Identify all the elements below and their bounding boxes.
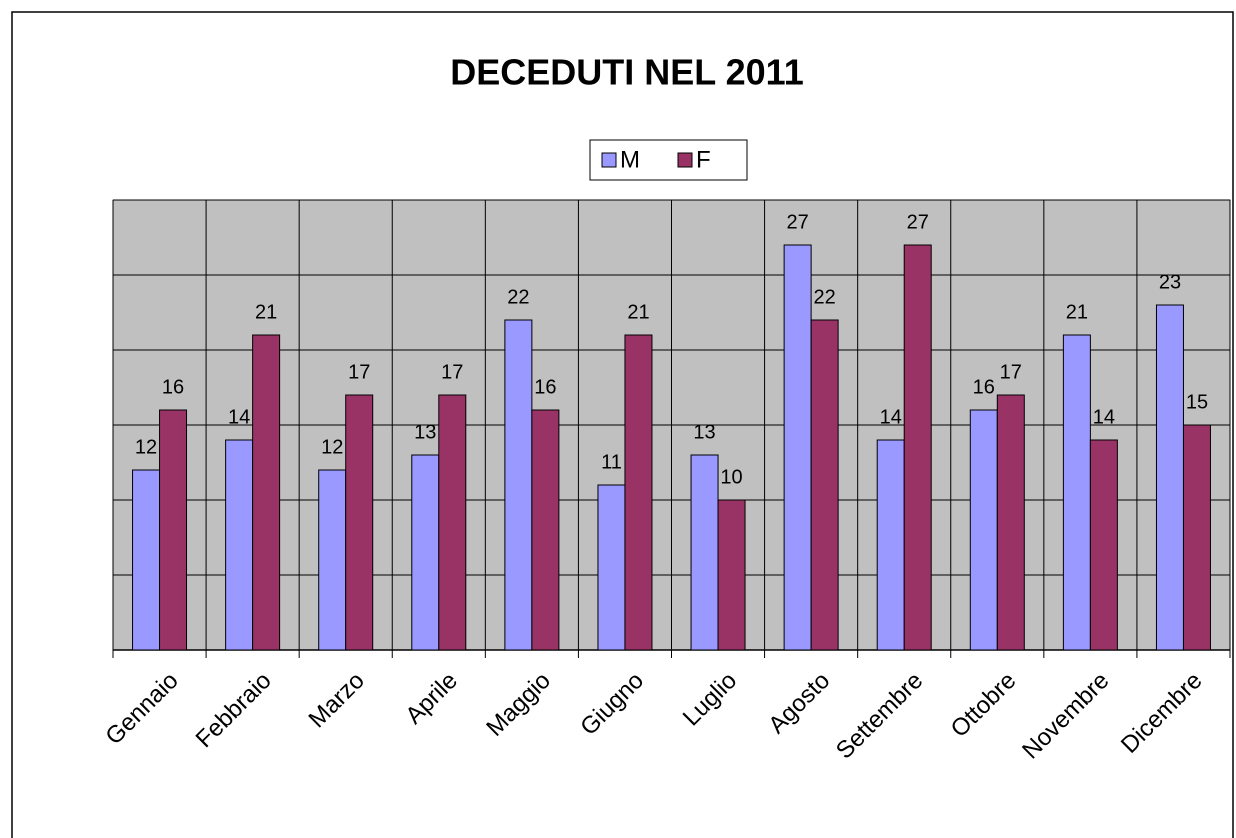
bar bbox=[132, 469, 161, 651]
bar bbox=[252, 334, 281, 651]
data-label: 17 bbox=[348, 361, 370, 383]
data-label: 27 bbox=[907, 211, 929, 233]
data-label: 15 bbox=[1186, 391, 1208, 413]
data-label: 22 bbox=[507, 286, 529, 308]
data-label: 14 bbox=[1093, 406, 1115, 428]
bar bbox=[345, 394, 374, 651]
bar bbox=[690, 454, 719, 651]
data-label: 17 bbox=[1000, 361, 1022, 383]
bar bbox=[597, 484, 626, 651]
data-label: 16 bbox=[162, 376, 184, 398]
bar bbox=[411, 454, 440, 651]
legend-label: F bbox=[696, 146, 711, 173]
data-label: 21 bbox=[1066, 301, 1088, 323]
data-label: 13 bbox=[414, 421, 436, 443]
bar bbox=[783, 244, 812, 651]
data-label: 21 bbox=[627, 301, 649, 323]
data-label: 17 bbox=[441, 361, 463, 383]
bar bbox=[504, 319, 533, 651]
bar bbox=[903, 244, 932, 651]
bar bbox=[438, 394, 467, 651]
bar bbox=[1062, 334, 1091, 651]
bar bbox=[1089, 439, 1118, 651]
data-label: 11 bbox=[601, 451, 622, 473]
bar bbox=[318, 469, 347, 651]
legend-label: M bbox=[620, 146, 640, 173]
bar bbox=[1155, 304, 1184, 651]
bar bbox=[624, 334, 653, 651]
legend-swatch bbox=[601, 152, 617, 168]
data-label: 23 bbox=[1159, 271, 1181, 293]
bar bbox=[531, 409, 560, 651]
bar bbox=[159, 409, 188, 651]
data-label: 14 bbox=[228, 406, 250, 428]
data-label: 12 bbox=[135, 436, 157, 458]
bar bbox=[225, 439, 254, 651]
data-label: 12 bbox=[321, 436, 343, 458]
data-label: 22 bbox=[814, 286, 836, 308]
data-label: 27 bbox=[787, 211, 809, 233]
chart-title: DECEDUTI NEL 2011 bbox=[450, 52, 803, 93]
data-label: 21 bbox=[255, 301, 277, 323]
bar bbox=[717, 499, 746, 651]
bar bbox=[969, 409, 998, 651]
bar bbox=[1182, 424, 1211, 651]
bar bbox=[810, 319, 839, 651]
bar bbox=[876, 439, 905, 651]
data-label: 16 bbox=[973, 376, 995, 398]
data-label: 13 bbox=[693, 421, 715, 443]
legend-swatch bbox=[677, 152, 693, 168]
data-label: 10 bbox=[720, 466, 742, 488]
data-label: 14 bbox=[880, 406, 902, 428]
data-label: 16 bbox=[534, 376, 556, 398]
bar bbox=[996, 394, 1025, 651]
